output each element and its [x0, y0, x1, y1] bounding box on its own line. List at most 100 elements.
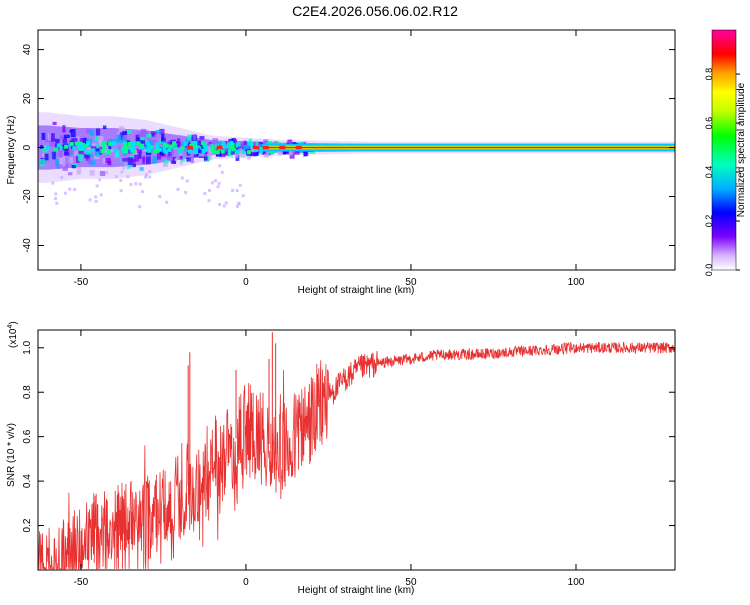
spectrogram-blob	[240, 153, 246, 158]
spectrogram-blob	[77, 138, 84, 143]
spectrogram-scatter	[68, 187, 72, 191]
spectrogram-ridge-dot	[167, 147, 172, 152]
figure-title: C2E4.2026.056.06.02.R12	[292, 3, 458, 19]
spectrogram-scatter	[138, 182, 142, 186]
spectrogram-blob	[49, 139, 55, 147]
spectrogram-peak	[279, 145, 286, 150]
spectrogram-blob	[97, 146, 101, 151]
spectrogram-xtick-label: 0	[243, 277, 249, 288]
spectrogram-blob	[139, 139, 146, 147]
snr-ytick-label: 0.8	[22, 385, 33, 399]
spectrogram-blob	[74, 150, 78, 156]
snr-xtick-label: -50	[74, 577, 89, 588]
spectrogram-ridge-dot	[64, 144, 69, 149]
spectrogram-blob	[116, 134, 122, 141]
spectrogram-ridge-dot	[247, 141, 252, 146]
spectrogram-scatter	[218, 202, 222, 206]
spectrogram-ridge-dot	[112, 142, 117, 147]
spectrogram-blob	[227, 149, 233, 157]
spectrogram-blob	[133, 154, 139, 162]
spectrogram-blob	[215, 152, 222, 157]
spectrogram-blob	[64, 134, 70, 138]
spectrogram-blob	[170, 160, 177, 164]
spectrogram-ridge-dot	[211, 149, 216, 154]
spectrogram-scatter	[158, 195, 162, 199]
spectrogram-blob	[85, 152, 90, 161]
spectrogram-blob	[68, 149, 75, 154]
spectrogram-peak	[295, 145, 302, 150]
spectrogram-ridge-dot	[120, 146, 125, 151]
spectrogram-peak	[216, 145, 223, 150]
spectrogram-ridge-dot	[203, 147, 208, 152]
spectrogram-ridge-dot	[203, 145, 208, 150]
spectrogram-scatter	[216, 185, 220, 189]
spectrogram-blob	[41, 132, 46, 140]
spectrogram-ridge-dot	[162, 142, 167, 147]
spectrogram-ridge-dot	[86, 140, 91, 145]
spectrogram-scatter	[231, 188, 235, 192]
spectrogram-blob	[55, 139, 60, 147]
spectrogram-ridge-dot	[154, 142, 159, 147]
spectrogram-blob	[230, 148, 235, 155]
spectrogram-blob	[216, 142, 222, 149]
spectrogram-blob	[206, 143, 212, 148]
spectrogram-blob	[44, 139, 50, 143]
spectrogram-blob	[141, 130, 148, 138]
spectrogram-blob	[223, 150, 229, 156]
spectrogram-scatter	[119, 178, 123, 182]
spectrogram-ridge-dot	[54, 147, 59, 152]
spectrogram-blob	[89, 160, 96, 165]
spectrogram-ridge-dot	[145, 140, 150, 145]
spectrogram-ridge-dot	[172, 141, 177, 146]
spectrogram-blob	[147, 138, 153, 147]
spectrogram-blob	[235, 142, 241, 147]
spectrogram-blob	[119, 126, 125, 132]
snr-xtick-label: 100	[568, 577, 585, 588]
spectrogram-blob	[161, 134, 165, 142]
snr-xlabel: Height of straight line (km)	[298, 585, 415, 596]
spectrogram-scatter	[235, 189, 239, 193]
spectrogram-peak	[262, 145, 269, 150]
colorbar-tick-label: 0.8	[704, 68, 714, 81]
spectrogram-blob	[48, 133, 52, 141]
spectrogram-scatter	[176, 187, 180, 191]
spectrogram-scatter	[98, 178, 102, 182]
spectrogram-ridge-dot	[177, 150, 182, 155]
spectrogram-blob	[176, 138, 181, 146]
spectrogram-blob	[169, 149, 174, 155]
spectrogram-scatter	[213, 179, 217, 183]
spectrogram-blob	[68, 152, 73, 156]
spectrogram-blob	[59, 145, 65, 151]
spectrogram-scatter	[134, 182, 138, 186]
spectrogram-scatter	[115, 175, 119, 179]
spectrogram-blob	[138, 152, 142, 159]
spectrogram-scatter	[207, 188, 211, 192]
spectrogram-ridge-dot	[235, 149, 240, 154]
spectrogram-blob	[243, 140, 247, 146]
spectrogram-blob	[122, 157, 128, 162]
spectrogram-scatter	[54, 197, 58, 201]
snr-xtick-label: 0	[243, 577, 249, 588]
spectrogram-ridge-dot	[247, 150, 252, 155]
spectrogram-ridge-dot	[164, 143, 169, 148]
spectrogram-ridge-dot	[106, 149, 111, 154]
spectrogram-blob	[122, 131, 128, 136]
spectrogram-ridge-dot	[183, 141, 188, 146]
spectrogram-blob	[139, 167, 144, 171]
spectrogram-ridge-dot	[90, 148, 95, 153]
snr-panel: -50 0 50 100 0.2 0.4 0.6 0.8 1.0 Height of strai…	[6, 321, 676, 596]
spectrogram-blob	[198, 153, 205, 157]
spectrogram-blob	[93, 154, 100, 160]
spectrogram-scatter	[235, 204, 239, 208]
spectrogram-ridge-dot	[155, 148, 160, 153]
snr-ytick-label: 0.4	[22, 474, 33, 488]
spectrogram-blob	[151, 133, 155, 137]
spectrogram-scatter	[210, 181, 214, 185]
snr-ylabel: SNR (10 * v/v)	[6, 423, 17, 487]
spectrogram-blob	[64, 147, 70, 155]
spectrogram-blob	[76, 167, 82, 175]
spectrogram-blob	[288, 148, 293, 156]
spectrogram-blob	[197, 140, 204, 146]
spectrogram-ridge-dot	[42, 148, 47, 153]
